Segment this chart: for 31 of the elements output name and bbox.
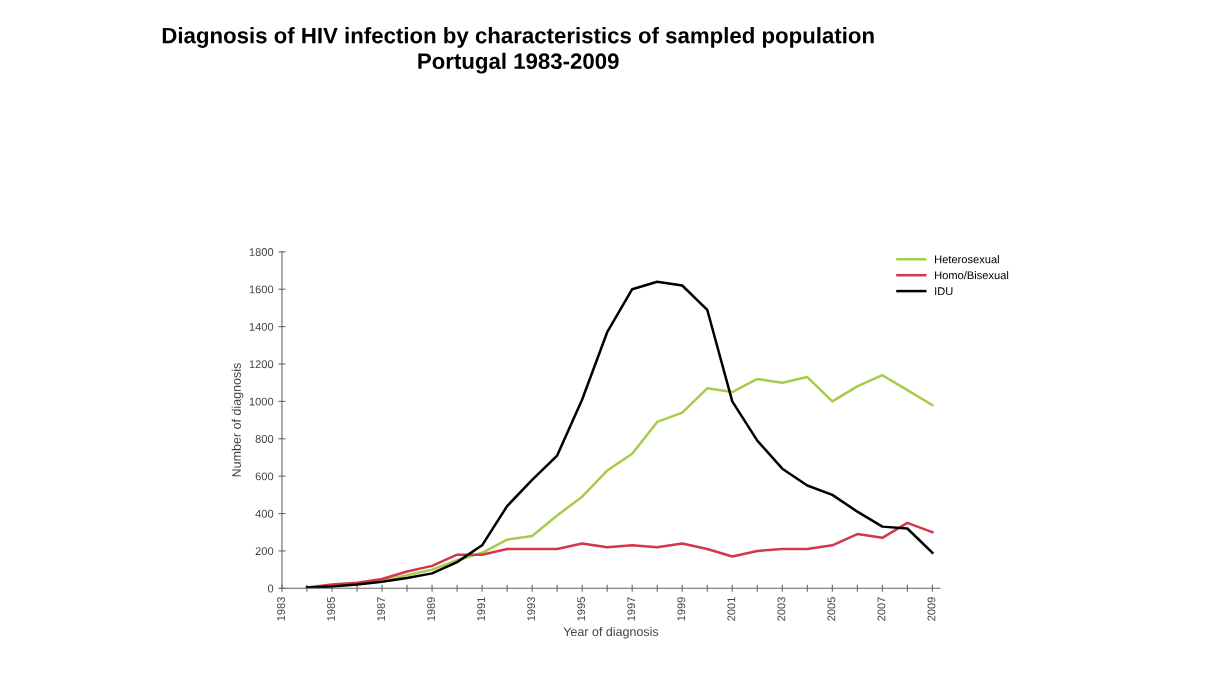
legend-label: IDU: [935, 287, 953, 296]
x-tick-label: 2005: [827, 597, 836, 621]
x-tick-label: 1987: [377, 597, 386, 621]
y-tick-label: 1200: [249, 360, 274, 369]
x-tick-label: 1993: [527, 597, 536, 621]
x-tick-label: 1999: [677, 597, 686, 621]
legend-label: Homo/Bisexual: [935, 271, 1009, 280]
x-tick-label: 2001: [727, 597, 736, 621]
x-tick-label: 1995: [577, 597, 586, 621]
x-tick-label: 1983: [277, 597, 285, 621]
x-axis-title: Year of diagnosis: [563, 626, 659, 639]
y-tick-label: 400: [255, 509, 274, 518]
y-tick-label: 0: [267, 584, 274, 593]
x-tick-label: 1997: [627, 597, 636, 621]
y-tick-label: 200: [255, 547, 274, 556]
line-series: [305, 280, 934, 589]
x-tick-label: 2007: [877, 597, 886, 621]
y-axis-title: Number of diagnosis: [231, 363, 244, 477]
y-tick-label: 1400: [249, 322, 274, 331]
y-tick-label: 1000: [249, 397, 274, 406]
x-tick-label: 1989: [427, 597, 436, 621]
legend-label: Heterosexual: [935, 255, 999, 264]
y-tick-label: 800: [255, 435, 274, 443]
chart-title: Diagnosis of HIV infection by characteristics of sampled population Portugal 1983-2009: [162, 27, 874, 74]
x-tick-label: 2003: [777, 597, 786, 621]
x-tick-label: 1991: [477, 597, 486, 621]
y-tick-label: 1800: [249, 248, 274, 256]
y-tick-label: 1600: [249, 285, 274, 294]
x-tick-label: 1985: [327, 597, 335, 621]
y-tick-label: 600: [255, 472, 274, 481]
x-tick-label: 2009: [927, 597, 936, 621]
